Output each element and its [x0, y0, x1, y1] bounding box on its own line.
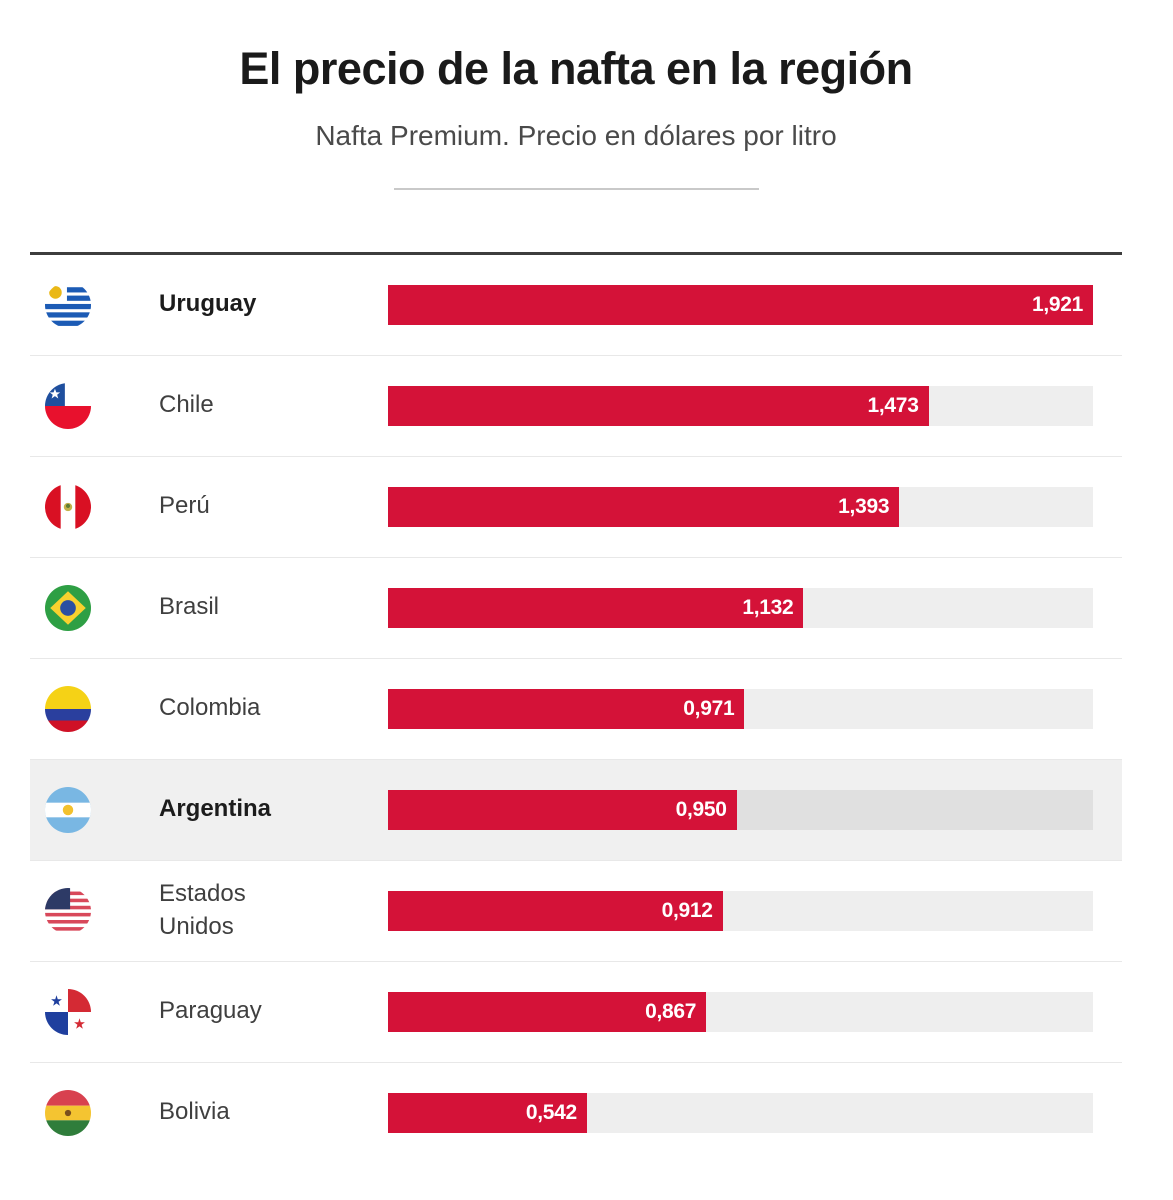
bar: 0,542	[388, 1092, 587, 1133]
country-label: Colombia	[159, 694, 261, 722]
bar-track: 1,132	[388, 587, 1093, 628]
bar-track: 1,921	[388, 284, 1093, 325]
page-title: El precio de la nafta en la región	[239, 43, 913, 94]
table-row: Chile 1,473	[30, 354, 1122, 456]
bar: 0,971	[388, 688, 745, 729]
peru-flag-icon	[45, 483, 91, 530]
country-label: Bolivia	[159, 1098, 230, 1126]
bar-value-label: 1,393	[838, 494, 890, 518]
table-row: Uruguay 1,921	[30, 255, 1122, 355]
bar: 1,132	[388, 587, 804, 628]
estados-unidos-flag-icon	[45, 887, 91, 934]
bar-track: 0,912	[388, 890, 1093, 931]
chile-flag-icon	[45, 382, 91, 429]
bar: 1,921	[388, 284, 1093, 325]
bar-value-label: 1,132	[742, 595, 794, 619]
bar-track: 0,867	[388, 991, 1093, 1032]
table-row: Brasil 1,132	[30, 556, 1122, 658]
bar-value-label: 1,473	[867, 393, 919, 417]
country-label: Brasil	[159, 593, 220, 621]
bar-value-label: 0,971	[683, 696, 735, 720]
bar-value-label: 1,921	[1031, 292, 1083, 316]
bar-track: 1,393	[388, 486, 1093, 527]
bar-value-label: 0,950	[675, 797, 727, 821]
table-row: Colombia 0,971	[30, 657, 1122, 759]
table-row: Perú 1,393	[30, 455, 1122, 557]
bar: 0,867	[388, 991, 707, 1032]
paraguay-flag-icon	[45, 988, 91, 1035]
chart-subtitle: Nafta Premium. Precio en dólares por lit…	[315, 119, 837, 151]
bar: 1,393	[388, 486, 900, 527]
country-label: Argentina	[159, 795, 272, 823]
bar-chart: Uruguay 1,921 Chile	[30, 251, 1122, 1163]
bar: 0,912	[388, 890, 723, 931]
table-row: Paraguay 0,867	[30, 960, 1122, 1062]
country-label: Uruguay	[159, 290, 257, 318]
bar: 1,473	[388, 385, 929, 426]
bar-track: 1,473	[388, 385, 1093, 426]
bar-value-label: 0,867	[645, 999, 697, 1023]
argentina-flag-icon	[45, 786, 91, 833]
brasil-flag-icon	[45, 584, 91, 631]
uruguay-flag-icon	[45, 281, 91, 328]
bar-value-label: 0,912	[661, 898, 713, 922]
country-label: Paraguay	[159, 997, 262, 1025]
table-row: Estados Unidos 0,912	[30, 859, 1122, 961]
table-row: Bolivia 0,542	[30, 1061, 1122, 1163]
header-divider	[393, 187, 759, 190]
chart-header: El precio de la nafta en la región Nafta…	[30, 0, 1122, 190]
page: El precio de la nafta en la región Nafta…	[30, 0, 1122, 1163]
bar-value-label: 0,542	[525, 1100, 577, 1124]
colombia-flag-icon	[45, 685, 91, 732]
table-row: Argentina 0,950	[30, 758, 1122, 860]
bolivia-flag-icon	[45, 1089, 91, 1136]
country-label: Estados Unidos	[159, 880, 246, 940]
country-label: Perú	[159, 492, 210, 520]
bar: 0,950	[388, 789, 737, 830]
bar-track: 0,542	[388, 1092, 1093, 1133]
bar-track: 0,950	[388, 789, 1093, 830]
country-label: Chile	[159, 391, 214, 419]
bar-track: 0,971	[388, 688, 1093, 729]
